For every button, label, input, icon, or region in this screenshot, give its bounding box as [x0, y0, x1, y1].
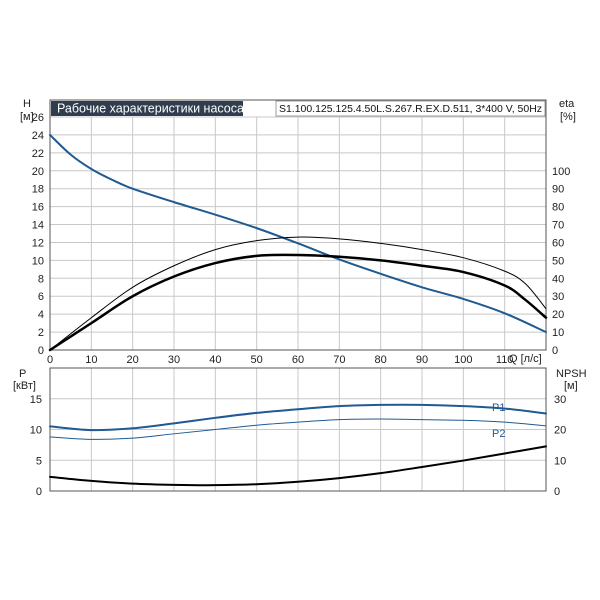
x-tick-label: 20	[127, 354, 139, 366]
x-tick-label: 80	[375, 354, 387, 366]
eta-tick-label: 40	[552, 273, 564, 285]
bottom-curve-p2	[49, 418, 547, 440]
power-tick-label: 15	[30, 394, 42, 406]
head-tick-label: 12	[32, 237, 44, 249]
x-tick-label: 10	[85, 354, 97, 366]
head-tick-label: 10	[32, 255, 44, 267]
eta-tick-label: 90	[552, 184, 564, 196]
series-label-p1: P1	[492, 402, 505, 414]
head-tick-label: 4	[38, 309, 44, 321]
eta-tick-label: 80	[552, 202, 564, 214]
head-tick-label: 18	[32, 184, 44, 196]
top-curve-2	[48, 253, 548, 352]
top-panel-curves	[48, 133, 548, 352]
eta-axis-unit: [%]	[560, 111, 576, 123]
power-tick-label: 10	[30, 425, 42, 437]
x-tick-label: 70	[333, 354, 345, 366]
top-curve-1	[49, 236, 547, 351]
head-tick-label: 24	[32, 130, 44, 142]
x-tick-label: 110	[496, 354, 514, 366]
chart-title: Рабочие характеристики насоса	[57, 102, 244, 116]
bottom-curve-p1	[49, 403, 547, 432]
npsh-tick-label: 0	[554, 486, 560, 498]
npsh-axis-label: NPSH	[556, 368, 587, 380]
bottom-curve-2	[49, 445, 547, 487]
power-tick-label: 0	[36, 486, 42, 498]
top-panel-grid	[49, 116, 546, 351]
chart-title-box	[51, 101, 243, 116]
head-tick-label: 16	[32, 202, 44, 214]
npsh-axis-unit: [м]	[564, 380, 578, 392]
x-tick-label: 40	[209, 354, 221, 366]
head-tick-label: 6	[38, 291, 44, 303]
npsh-tick-label: 10	[554, 455, 566, 467]
x-tick-label: 50	[251, 354, 263, 366]
flow-axis-label: Q [л/с]	[509, 353, 542, 365]
model-label-box	[275, 100, 546, 117]
eta-tick-label: 50	[552, 255, 564, 267]
bottom-panel-curves	[49, 403, 547, 487]
top-panel-frame	[49, 99, 547, 351]
x-tick-label: 60	[292, 354, 304, 366]
eta-axis-label: eta	[559, 98, 575, 110]
head-tick-label: 22	[32, 148, 44, 160]
power-tick-label: 5	[36, 455, 42, 467]
npsh-tick-label: 20	[554, 425, 566, 437]
top-curve-0	[49, 133, 547, 334]
head-axis-label: H	[23, 98, 31, 110]
bottom-panel-tick-labels: 0 5 10 15 0 10 20 30	[30, 394, 567, 498]
head-tick-label: 8	[38, 273, 44, 285]
x-tick-label: 0	[47, 354, 53, 366]
head-tick-label: 20	[32, 166, 44, 178]
model-label: S1.100.125.125.4.50L.S.267.R.EX.D.511, 3…	[279, 104, 542, 115]
eta-tick-label: 30	[552, 291, 564, 303]
x-tick-label: 90	[416, 354, 428, 366]
power-axis-label: P	[19, 368, 26, 380]
eta-tick-label: 60	[552, 237, 564, 249]
eta-tick-label: 20	[552, 309, 564, 321]
eta-tick-label: 10	[552, 327, 564, 339]
x-tick-label: 100	[454, 354, 472, 366]
head-tick-label: 2	[38, 327, 44, 339]
eta-tick-label: 0	[552, 345, 558, 357]
eta-tick-label: 70	[552, 220, 564, 232]
eta-tick-label: 100	[552, 166, 570, 178]
bottom-panel-frame	[49, 367, 547, 492]
top-panel-tick-labels: 0 10 20 30 40 50 60 70 80 90 100 110024681012141618…	[32, 112, 571, 366]
x-tick-label: 30	[168, 354, 180, 366]
series-label-p2: P2	[492, 428, 505, 440]
head-tick-label: 0	[38, 345, 44, 357]
power-axis-unit: [кВт]	[13, 380, 36, 392]
head-tick-label: 14	[32, 220, 44, 232]
head-tick-label: 26	[32, 112, 44, 124]
head-axis-unit: [м]	[20, 111, 34, 123]
npsh-tick-label: 30	[554, 394, 566, 406]
